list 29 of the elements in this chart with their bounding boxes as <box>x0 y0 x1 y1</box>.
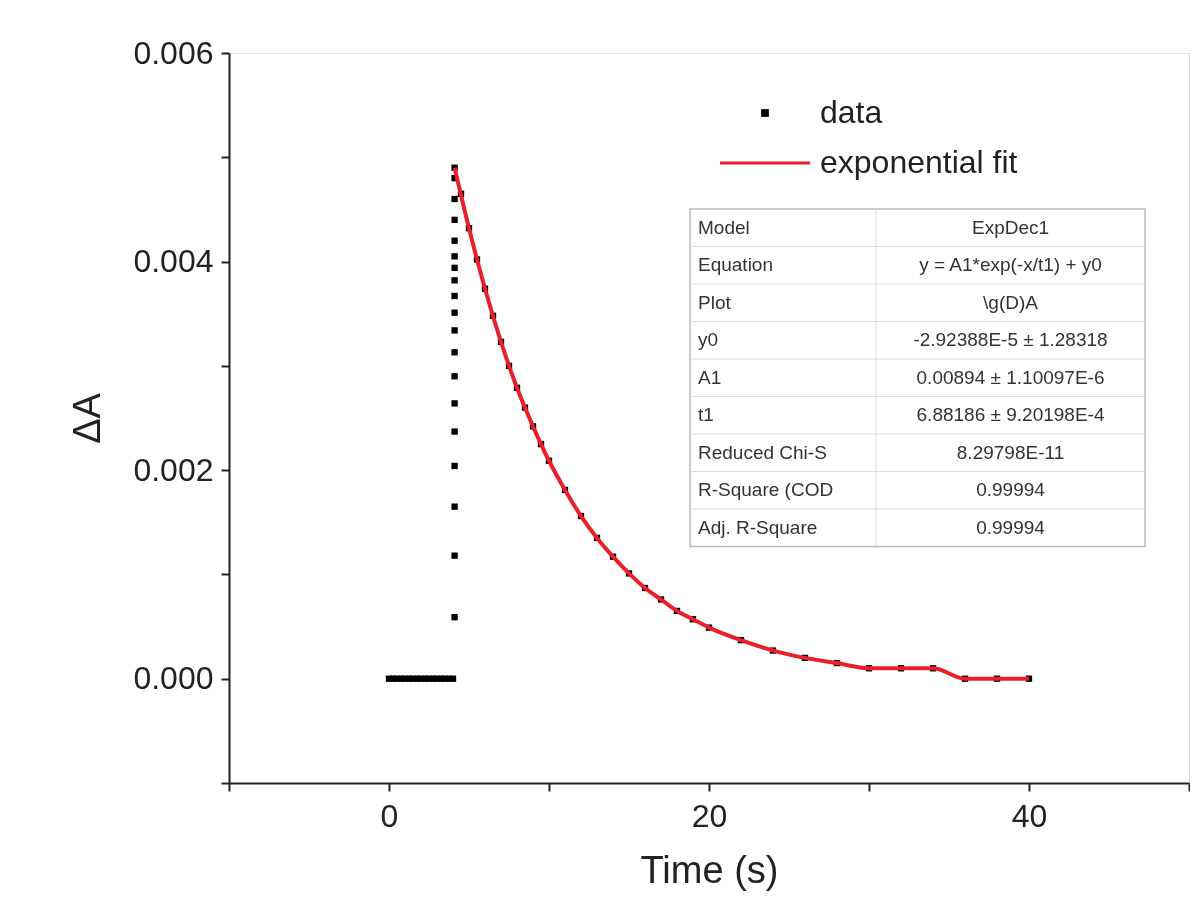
annotation: Plot <box>698 291 732 313</box>
legend-label: data <box>820 94 883 130</box>
annotation: 0.00894 ± 1.10097E-6 <box>916 366 1105 388</box>
y-tick-label: 0.000 <box>133 660 214 697</box>
annotation: ExpDec1 <box>971 216 1050 238</box>
annotation: t1 <box>698 404 714 426</box>
x-axis-title: Time (s) <box>640 848 779 891</box>
annotation: 8.29798E-11 <box>956 441 1065 463</box>
x-tick-label: 20 <box>691 797 728 834</box>
annotation: 0.99994 <box>976 479 1046 501</box>
annotation: Adj. R-Square <box>698 516 818 538</box>
y-axis-title: ΔA <box>66 392 109 444</box>
y-tick-label: 0.006 <box>133 34 214 71</box>
annotation: y = A1*exp(-x/t1) + y0 <box>919 254 1102 276</box>
legend-label: exponential fit <box>820 144 1018 180</box>
annotation: \g(D)A <box>983 291 1039 313</box>
annotation: y0 <box>698 329 719 351</box>
x-tick-label: 40 <box>1011 797 1048 834</box>
annotation: Model <box>698 216 750 238</box>
annotation: R-Square (COD <box>698 479 834 501</box>
y-tick-label: 0.002 <box>133 451 214 488</box>
annotation: A1 <box>698 366 722 388</box>
annotation: Reduced Chi-S <box>698 441 827 463</box>
annotation: -2.92388E-5 ± 1.28318 <box>913 329 1108 351</box>
annotation: Equation <box>698 254 774 276</box>
annotation: 6.88186 ± 9.20198E-4 <box>916 404 1105 426</box>
y-tick-label: 0.004 <box>133 243 214 280</box>
annotation: 0.99994 <box>976 516 1046 538</box>
x-tick-label: 0 <box>380 797 399 834</box>
